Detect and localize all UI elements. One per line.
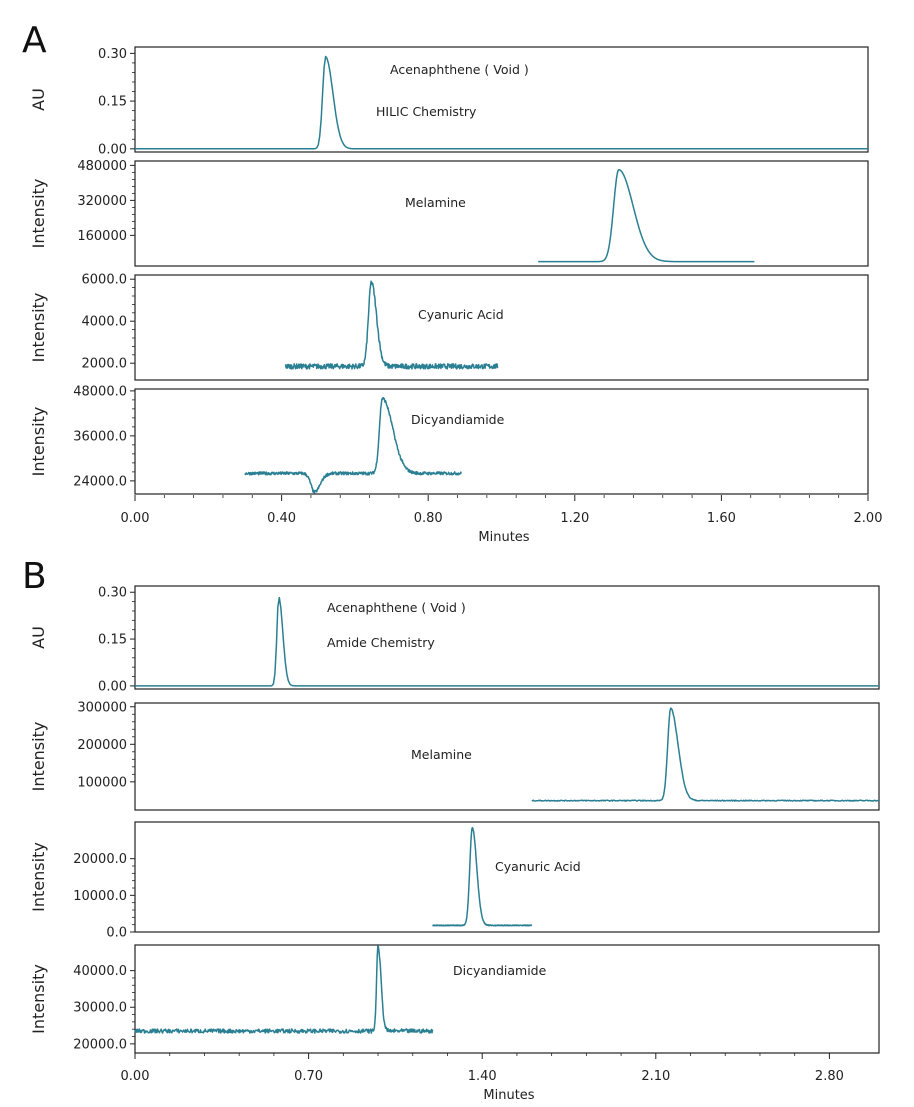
panel-a-trace-4-ytick-label: 48000.0 bbox=[73, 384, 127, 399]
panel-b-trace-4-y-axis-title: Intensity bbox=[29, 964, 48, 1034]
panel-a-trace-1-ytick-label: 0.30 bbox=[98, 47, 127, 62]
panel-b-trace-3-y-axis-title: Intensity bbox=[29, 842, 48, 912]
panel-a-trace-1-y-axis-title: AU bbox=[29, 88, 48, 111]
panel-label-b: B bbox=[22, 556, 47, 597]
panel-a-x-axis-title: Minutes bbox=[478, 530, 529, 545]
panel-b-xtick-label: 2.80 bbox=[815, 1069, 844, 1084]
panel-a-trace-4-ytick-label: 36000.0 bbox=[73, 429, 127, 444]
panel-b-xtick-label: 0.00 bbox=[121, 1069, 150, 1084]
panel-b-trace-2-frame bbox=[134, 702, 880, 811]
panel-b-trace-4-annotation: Dicyandiamide bbox=[453, 963, 547, 978]
panel-b-trace-1-frame bbox=[134, 585, 880, 690]
panel-b-trace-3-frame bbox=[134, 821, 880, 933]
panel-b-trace-3-ytick-label: 0.0 bbox=[106, 926, 127, 941]
panel-a-trace-2-ytick-label: 320000 bbox=[77, 194, 127, 209]
panel-a-trace-4-line bbox=[244, 396, 462, 494]
panel-a-trace-3-ytick-label: 6000.0 bbox=[82, 273, 128, 288]
panel-a-trace-2-frame bbox=[134, 160, 869, 267]
panel-b-trace-2-y-axis-title: Intensity bbox=[29, 722, 48, 792]
panel-b-trace-1-y-axis-title: AU bbox=[29, 626, 48, 649]
panel-a-trace-3-line bbox=[284, 280, 499, 370]
panel-b-trace-2-ytick-label: 100000 bbox=[77, 775, 127, 790]
panel-a-xtick-label: 0.40 bbox=[267, 511, 296, 526]
panel-b-trace-2-ytick-label: 300000 bbox=[77, 700, 127, 715]
panel-b-trace-4-ytick-label: 40000.0 bbox=[73, 964, 127, 979]
panel-a-trace-2-line bbox=[537, 169, 755, 263]
panel-b-trace-4-frame bbox=[134, 944, 880, 1054]
panel-b-xtick-label: 1.40 bbox=[468, 1069, 497, 1084]
panel-b-trace-4-ytick-label: 20000.0 bbox=[73, 1037, 127, 1052]
panel-b-trace-2-line bbox=[531, 707, 880, 802]
panel-b-trace-3-ytick-label: 20000.0 bbox=[73, 852, 127, 867]
panel-a-trace-3-ytick-label: 4000.0 bbox=[82, 315, 128, 330]
panel-b-trace-1-annotation: Acenaphthene ( Void ) bbox=[327, 600, 466, 615]
panel-b-trace-1-line bbox=[135, 596, 879, 687]
panel-a-xtick-label: 1.60 bbox=[707, 511, 736, 526]
panel-a-trace-4-y-axis-title: Intensity bbox=[29, 407, 48, 477]
panel-a-xtick-label: 2.00 bbox=[854, 511, 883, 526]
panel-a-trace-2-ytick-label: 480000 bbox=[77, 159, 127, 174]
panel-a-trace-2-annotation: Melamine bbox=[405, 195, 466, 210]
panel-b-xtick-label: 0.70 bbox=[294, 1069, 323, 1084]
panel-b-trace-1-ytick-label: 0.00 bbox=[98, 679, 127, 694]
panel-a-trace-1-frame bbox=[134, 46, 869, 153]
panel-b-trace-1-annotation: Amide Chemistry bbox=[327, 635, 435, 650]
panel-b-trace-4-ytick-label: 30000.0 bbox=[73, 1001, 127, 1016]
panel-b-trace-2-ytick-label: 200000 bbox=[77, 738, 127, 753]
panel-b-trace-3-annotation: Cyanuric Acid bbox=[495, 859, 581, 874]
panel-a-trace-4-annotation: Dicyandiamide bbox=[411, 412, 505, 427]
panel-label-a: A bbox=[22, 20, 47, 61]
panel-a-xtick-label: 0.00 bbox=[121, 511, 150, 526]
panel-a-trace-3-ytick-label: 2000.0 bbox=[82, 357, 128, 372]
panel-b-trace-1-ytick-label: 0.15 bbox=[98, 633, 127, 648]
panel-a-trace-3-y-axis-title: Intensity bbox=[29, 293, 48, 363]
panel-a-trace-3-frame bbox=[134, 274, 869, 381]
panel-a-trace-1-ytick-label: 0.00 bbox=[98, 142, 127, 157]
panel-a-trace-1-line bbox=[135, 55, 868, 150]
panel-a-trace-1-annotation: Acenaphthene ( Void ) bbox=[390, 62, 529, 77]
panel-b-trace-3-line bbox=[432, 826, 533, 927]
panel-b-trace-1-ytick-label: 0.30 bbox=[98, 586, 127, 601]
panel-a-trace-3-annotation: Cyanuric Acid bbox=[418, 307, 504, 322]
panel-b-trace-4-line bbox=[134, 945, 434, 1034]
panel-a-trace-4-frame bbox=[134, 388, 869, 495]
panel-a-xtick-label: 1.20 bbox=[560, 511, 589, 526]
panel-a-trace-2-y-axis-title: Intensity bbox=[29, 179, 48, 249]
panel-b-trace-3-ytick-label: 10000.0 bbox=[73, 889, 127, 904]
panel-a-trace-1-ytick-label: 0.15 bbox=[98, 95, 127, 110]
panel-b-x-axis-title: Minutes bbox=[483, 1088, 534, 1103]
panel-a-trace-1-annotation: HILIC Chemistry bbox=[376, 104, 477, 119]
panel-a-xtick-label: 0.80 bbox=[414, 511, 443, 526]
panel-b-xtick-label: 2.10 bbox=[641, 1069, 670, 1084]
panel-a-trace-4-ytick-label: 24000.0 bbox=[73, 474, 127, 489]
panel-b-trace-2-annotation: Melamine bbox=[411, 747, 472, 762]
panel-a-trace-2-ytick-label: 160000 bbox=[77, 229, 127, 244]
